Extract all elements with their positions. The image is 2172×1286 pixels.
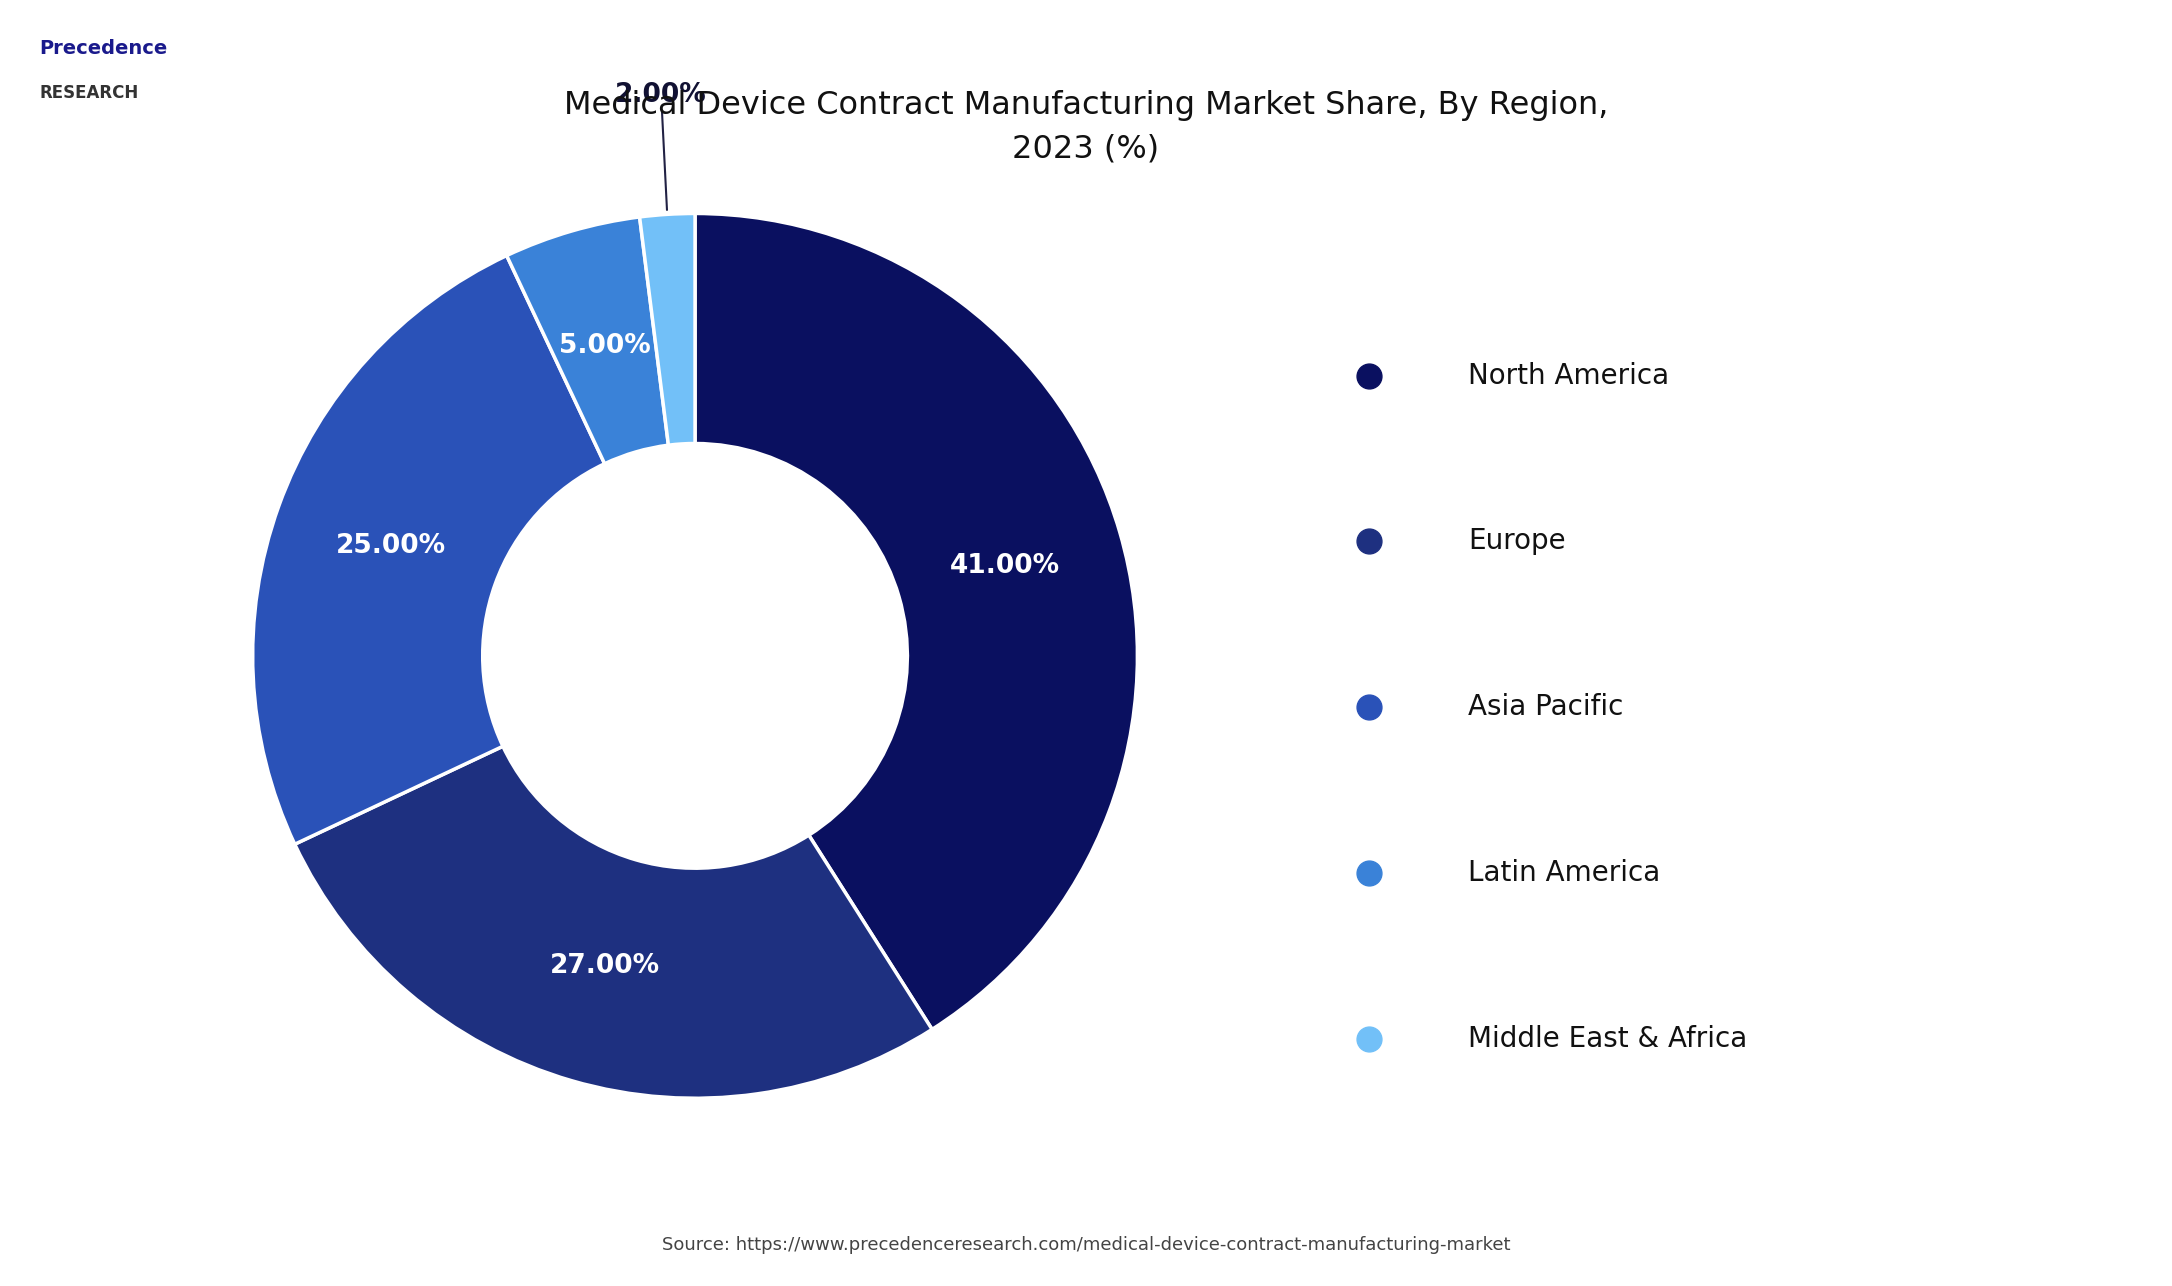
Text: Medical Device Contract Manufacturing Market Share, By Region,
2023 (%): Medical Device Contract Manufacturing Ma… [565, 90, 1607, 165]
Text: Precedence: Precedence [39, 39, 167, 58]
Text: 5.00%: 5.00% [558, 333, 652, 359]
Text: 27.00%: 27.00% [550, 953, 660, 979]
Wedge shape [506, 217, 669, 464]
Text: Middle East & Africa: Middle East & Africa [1468, 1025, 1748, 1053]
Text: Source: https://www.precedenceresearch.com/medical-device-contract-manufacturing: Source: https://www.precedenceresearch.c… [662, 1236, 1510, 1254]
Text: RESEARCH: RESEARCH [39, 84, 139, 102]
Text: Asia Pacific: Asia Pacific [1468, 693, 1625, 721]
Text: North America: North America [1468, 361, 1670, 390]
Text: 25.00%: 25.00% [337, 534, 445, 559]
Wedge shape [252, 256, 604, 844]
Text: 2.00%: 2.00% [615, 82, 708, 210]
Wedge shape [695, 213, 1138, 1029]
Wedge shape [295, 746, 932, 1098]
Text: 41.00%: 41.00% [949, 553, 1060, 579]
Wedge shape [639, 213, 695, 445]
Text: Latin America: Latin America [1468, 859, 1662, 887]
Text: Europe: Europe [1468, 527, 1566, 556]
